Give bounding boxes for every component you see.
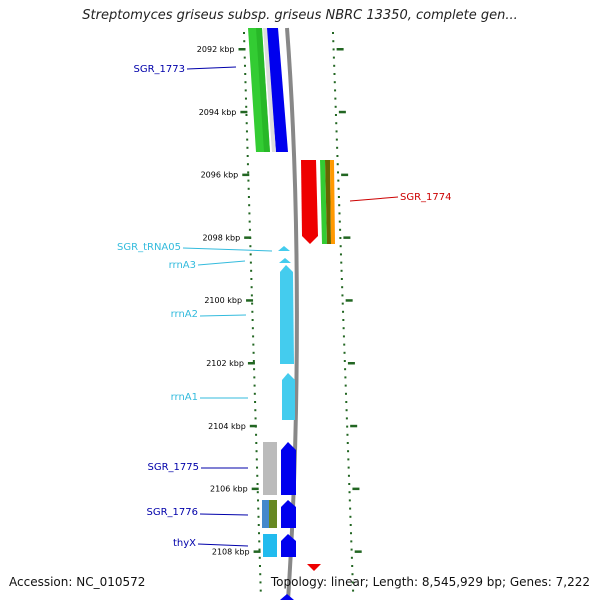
gene-label-sgr-trna05[interactable]: SGR_tRNA05	[117, 242, 181, 253]
tick-label: 2106 kbp	[210, 485, 248, 494]
right-ruler-dots	[332, 32, 355, 592]
gene-label-sgr-1773[interactable]: SGR_1773	[134, 64, 186, 75]
tick-label: 2102 kbp	[206, 359, 244, 368]
gene-feature-rrna1[interactable]	[282, 373, 295, 420]
tick-label: 2094 kbp	[199, 108, 237, 117]
tick-mark-right	[347, 362, 355, 365]
tick-mark-left	[249, 424, 257, 428]
gene-feature-sgr-trna05[interactable]	[278, 246, 290, 251]
tick-label: 2108 kbp	[212, 547, 250, 556]
gene-leader-line	[199, 513, 249, 516]
tick-mark-left	[242, 173, 250, 177]
tick-mark-left	[253, 550, 261, 553]
tick-mark-left	[240, 110, 248, 114]
tick-mark-left	[244, 236, 252, 239]
tick-mark-right	[352, 487, 360, 491]
tick-mark-right	[341, 173, 349, 177]
tick-label: 2098 kbp	[202, 233, 240, 242]
gene-feature-rrna2[interactable]	[280, 265, 294, 364]
tick-mark-left	[246, 299, 254, 302]
gene-feature-sgr-1773[interactable]	[248, 28, 288, 152]
gene-feature-sgr-1774[interactable]	[301, 160, 335, 244]
tick-mark-right	[343, 236, 351, 239]
left-ruler-dots	[243, 32, 262, 592]
tick-mark-right	[354, 550, 362, 553]
gene-leader-line	[197, 543, 249, 547]
summary-text: Topology: linear; Length: 8,545,929 bp; …	[270, 575, 590, 589]
tick-mark-right	[336, 48, 344, 51]
gene-label-rrna3[interactable]: rrnA3	[169, 260, 196, 271]
gene-labels: SGR_1773 SGR_1774 SGR_tRNA05 rrnA3 rrnA2 rrnA…	[117, 64, 451, 549]
tick-mark-left	[247, 362, 255, 365]
gene-feature-rrna3[interactable]	[279, 258, 291, 263]
tick-label: 2100 kbp	[204, 296, 242, 305]
gene-leader-line	[349, 196, 399, 202]
gene-label-sgr-1776[interactable]: SGR_1776	[147, 507, 199, 518]
tick-label: 2092 kbp	[197, 45, 235, 54]
gene-leader-line	[186, 66, 237, 70]
gene-leader-line	[182, 247, 273, 252]
gene-label-rrna1[interactable]: rrnA1	[171, 392, 198, 403]
red-arrow-marker[interactable]	[307, 564, 321, 571]
tick-mark-left	[238, 48, 246, 51]
kbp-ruler: 2092 kbp 2094 kbp 2096 kbp 2098 kbp 2100 kbp…	[197, 45, 362, 556]
blue-partial-feature[interactable]	[280, 594, 294, 600]
gene-feature-sgr-1776[interactable]	[262, 500, 296, 528]
gene-label-sgr-1775[interactable]: SGR_1775	[148, 462, 200, 473]
gene-label-rrna2[interactable]: rrnA2	[171, 309, 198, 320]
tick-label: 2096 kbp	[201, 171, 239, 180]
tick-label: 2104 kbp	[208, 422, 246, 431]
gene-label-thyx[interactable]: thyX	[173, 538, 196, 549]
gene-leader-line	[199, 314, 247, 317]
tick-mark-right	[345, 299, 353, 302]
tick-mark-right	[350, 424, 358, 428]
gene-feature-thyx[interactable]	[263, 534, 296, 557]
accession-text: Accession: NC_010572	[9, 575, 146, 589]
tick-mark-left	[251, 487, 259, 491]
gene-feature-sgr-1775[interactable]	[263, 442, 296, 495]
gene-leader-line	[197, 260, 246, 266]
tick-mark-right	[338, 110, 346, 114]
gene-label-sgr-1774[interactable]: SGR_1774	[400, 192, 452, 203]
map-title: Streptomyces griseus subsp. griseus NBRC…	[82, 8, 518, 23]
